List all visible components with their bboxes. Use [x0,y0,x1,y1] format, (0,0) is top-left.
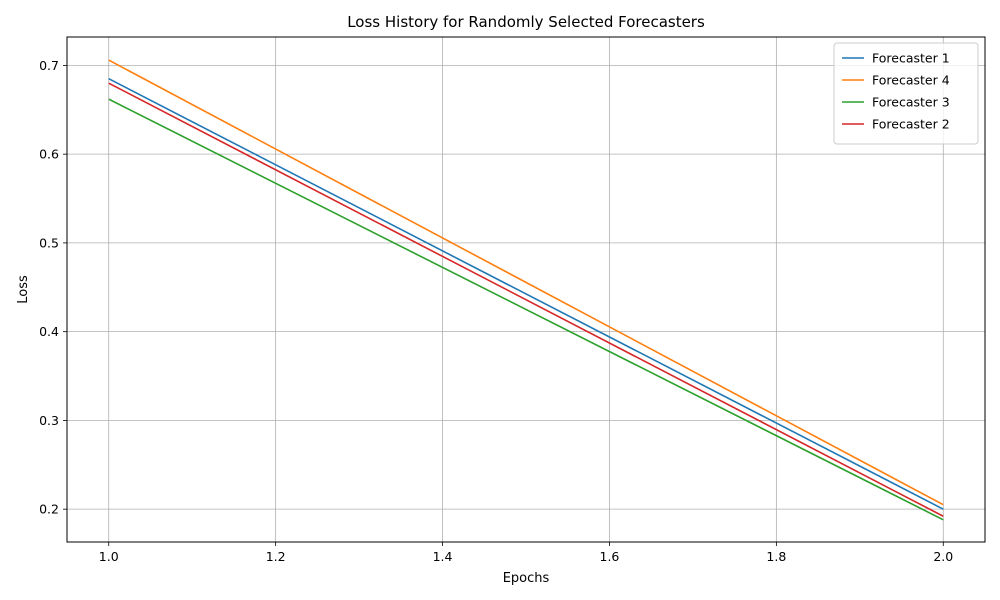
series-line-3 [108,98,944,521]
x-tick-label: 1.4 [433,549,453,564]
x-tick-label: 1.6 [600,549,620,564]
legend-label: Forecaster 4 [872,73,950,88]
series-line-1 [108,77,944,510]
x-axis-label: Epochs [503,571,550,586]
x-axis-ticks: 1.0 1.2 1.4 1.6 1.8 2.0 [99,542,953,564]
y-tick-label: 0.6 [39,147,59,162]
series-line-4 [108,82,944,517]
legend: Forecaster 1 Forecaster 4 Forecaster 3 Fore… [833,42,979,145]
legend-label: Forecaster 2 [872,117,950,132]
y-tick-label: 0.2 [39,502,59,517]
legend-label: Forecaster 3 [872,95,950,110]
plot-area-frame [66,36,986,543]
legend-label: Forecaster 1 [872,51,950,66]
y-tick-label: 0.5 [39,235,59,250]
y-axis-ticks: 0.2 0.3 0.4 0.5 0.6 0.7 [39,58,67,517]
series-lines [108,59,944,521]
series-line-2 [108,59,944,506]
x-tick-label: 2.0 [933,549,953,564]
y-tick-label: 0.4 [39,324,59,339]
y-tick-label: 0.7 [39,58,59,73]
x-tick-label: 1.0 [99,549,119,564]
x-tick-label: 1.8 [766,549,786,564]
legend-box [833,42,979,145]
y-axis-label: Loss [16,275,31,304]
y-tick-label: 0.3 [39,413,59,428]
chart-title: Loss History for Randomly Selected Forec… [347,13,705,31]
x-tick-label: 1.2 [266,549,286,564]
